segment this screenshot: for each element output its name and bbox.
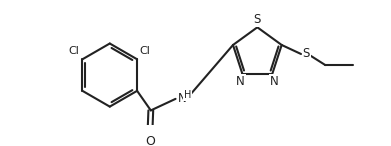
Text: H: H: [184, 90, 192, 100]
Text: N: N: [178, 92, 187, 105]
Text: N: N: [236, 75, 245, 88]
Text: N: N: [270, 75, 278, 88]
Text: Cl: Cl: [68, 46, 79, 56]
Text: S: S: [254, 13, 261, 26]
Text: S: S: [303, 47, 310, 60]
Text: Cl: Cl: [140, 46, 151, 56]
Text: O: O: [145, 135, 155, 146]
